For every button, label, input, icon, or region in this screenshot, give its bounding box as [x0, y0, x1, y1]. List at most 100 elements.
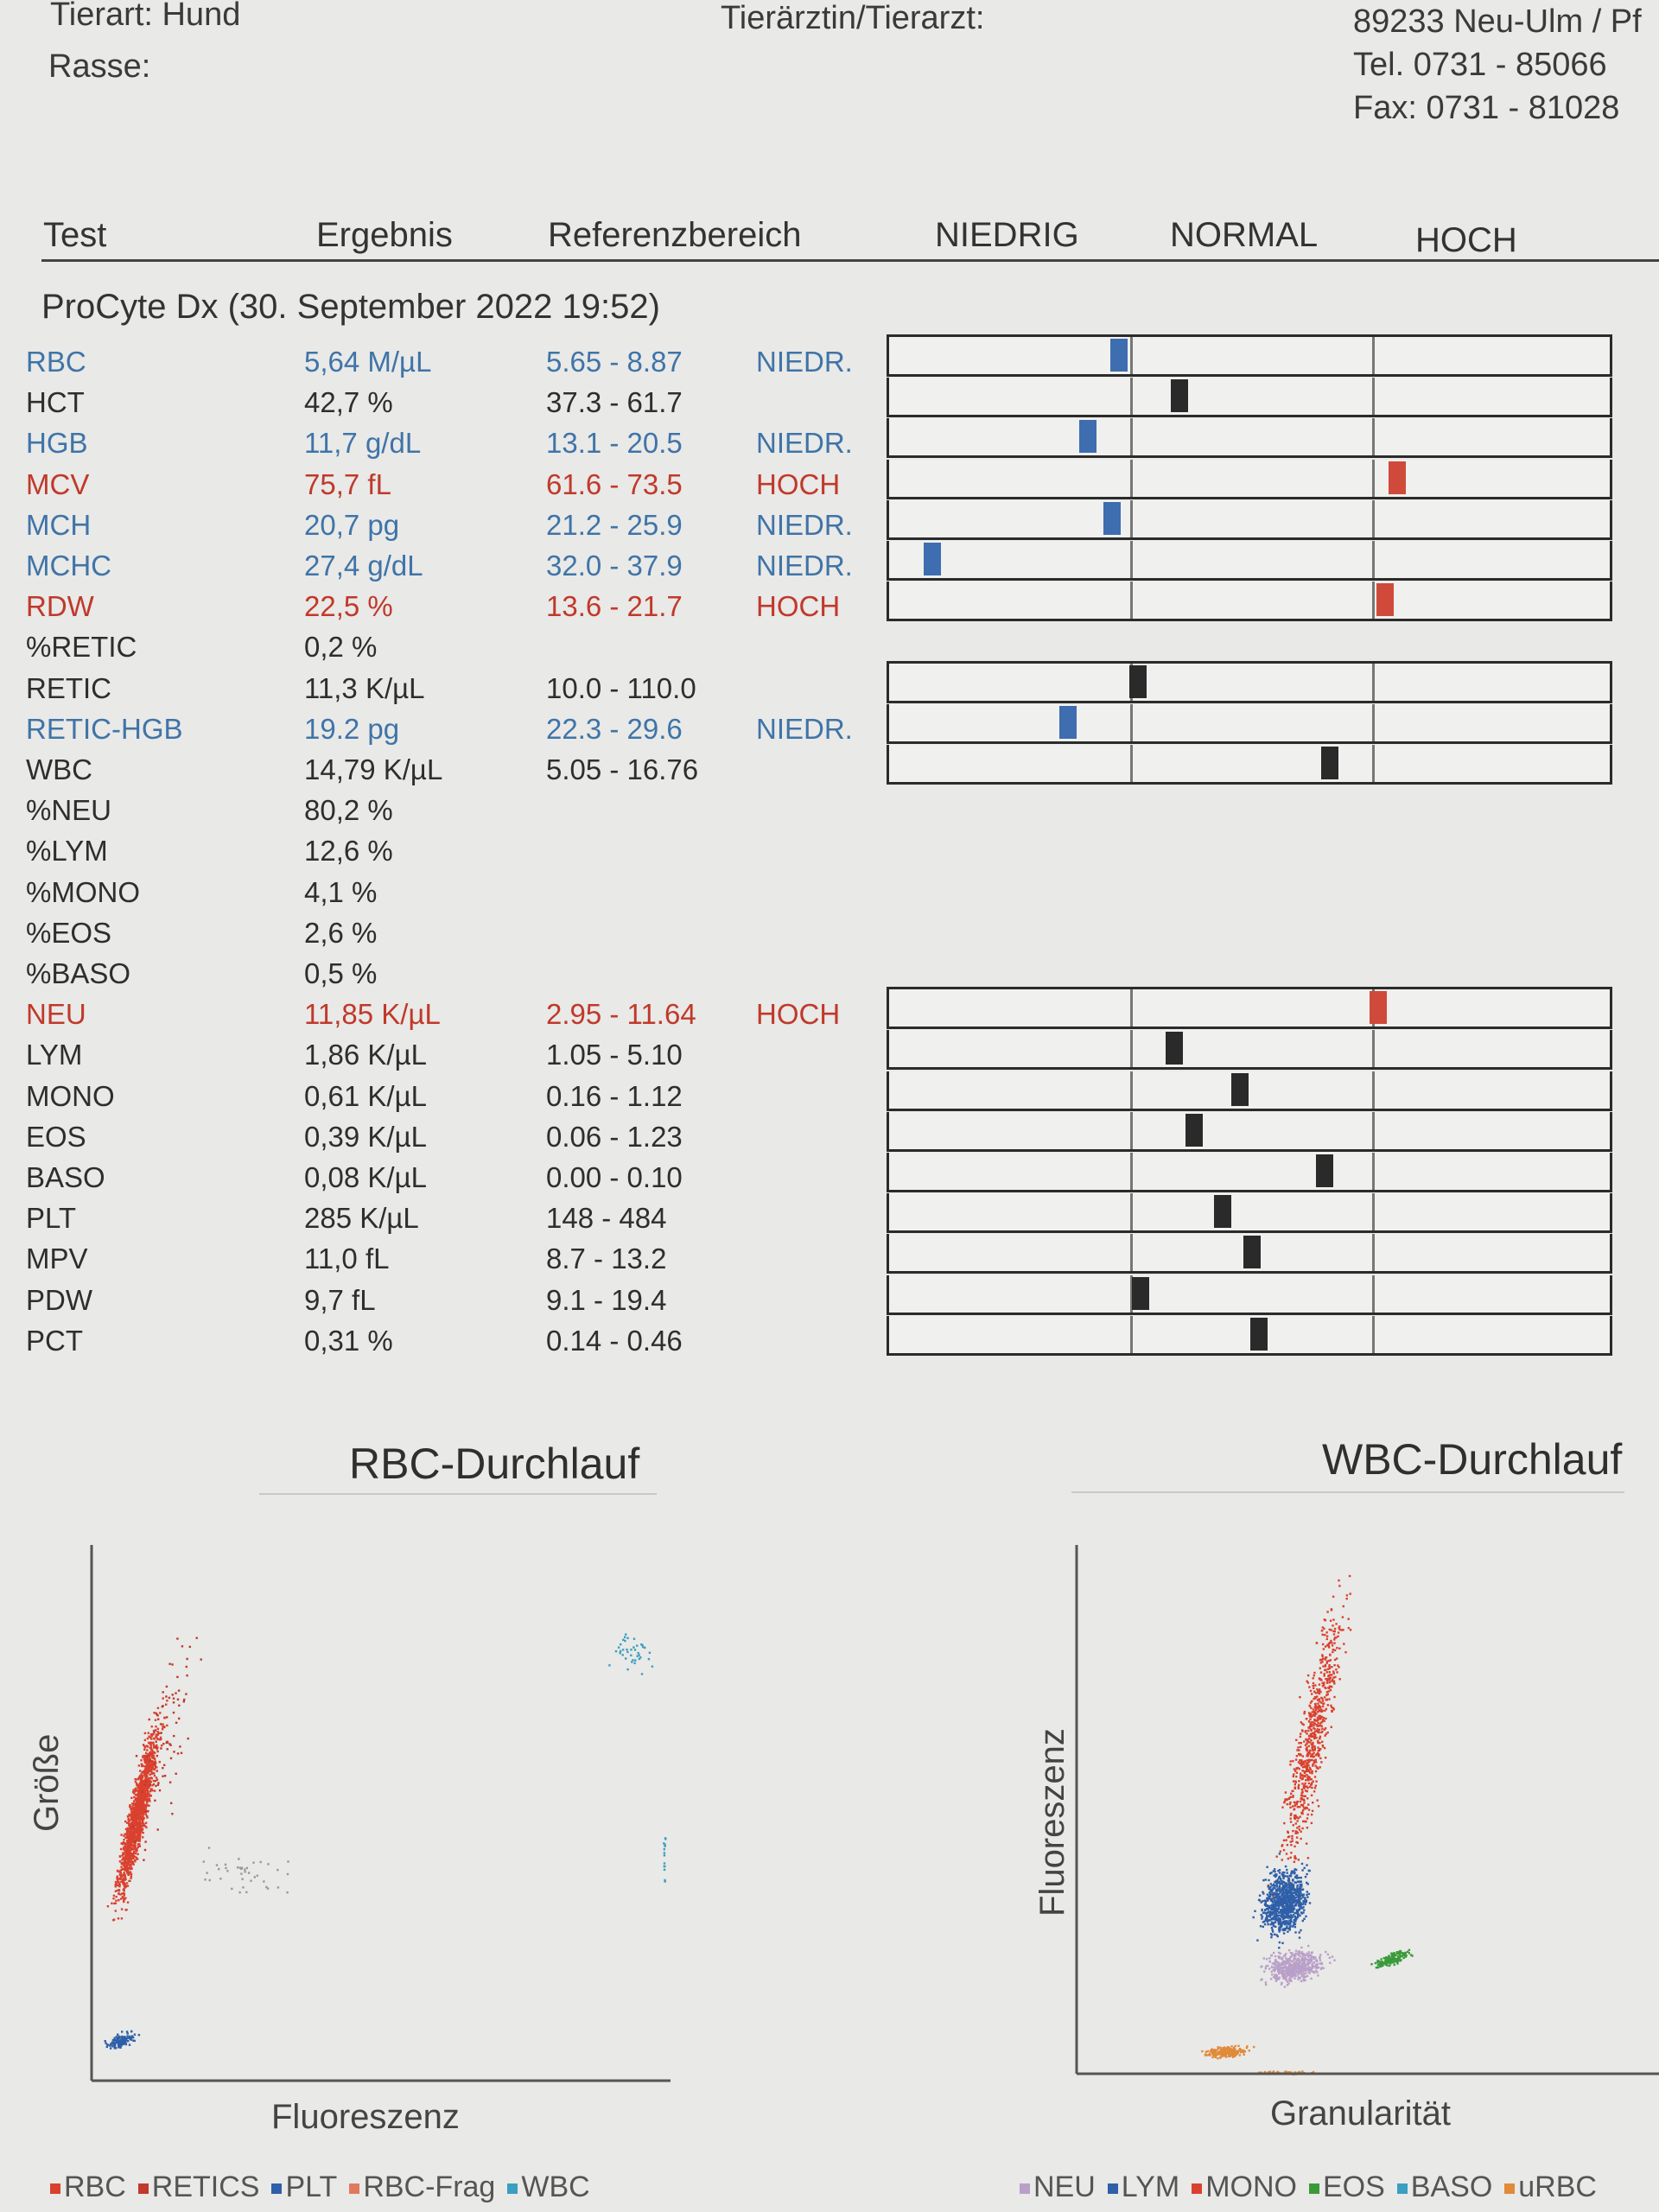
scatter-point	[1300, 1759, 1303, 1762]
scatter-point	[626, 1650, 629, 1654]
legend-swatch	[271, 2183, 283, 2195]
scatter-point	[1266, 1921, 1269, 1923]
scatter-point	[153, 1737, 156, 1740]
scatter-point	[1319, 1716, 1322, 1719]
range-gauge	[887, 334, 1612, 377]
scatter-point	[1236, 2050, 1238, 2053]
scatter-point	[1313, 1965, 1316, 1967]
scatter-point	[1291, 1805, 1294, 1808]
scatter-point	[123, 1878, 125, 1882]
scatter-point	[1288, 1888, 1291, 1891]
scatter-point	[1284, 1910, 1287, 1912]
scatter-point	[130, 1840, 133, 1842]
scatter-point	[1376, 1964, 1380, 1967]
scatter-point	[1309, 1768, 1312, 1771]
scatter-point	[1288, 1886, 1292, 1889]
scatter-point	[1294, 1961, 1298, 1963]
scatter-point	[137, 1799, 139, 1802]
scatter-point	[1295, 1802, 1298, 1804]
scatter-point	[136, 1850, 138, 1853]
scatter-point	[143, 1806, 145, 1808]
scatter-point	[156, 1748, 158, 1751]
scatter-point	[226, 1870, 229, 1872]
scatter-point	[1269, 1978, 1273, 1980]
col-normal: NORMAL	[1170, 216, 1319, 254]
scatter-point	[1307, 1782, 1311, 1785]
scatter-point	[1336, 1647, 1338, 1649]
scatter-point	[1394, 1961, 1396, 1963]
scatter-point	[1279, 1919, 1282, 1923]
scatter-point	[1265, 1958, 1268, 1961]
scatter-point	[115, 1884, 118, 1886]
scatter-point	[126, 1821, 129, 1824]
gauge-marker	[1110, 339, 1128, 372]
gauge-marker	[1129, 664, 1147, 698]
scatter-point	[1304, 1967, 1306, 1970]
scatter-point	[129, 1823, 132, 1826]
scatter-point	[1272, 1951, 1275, 1955]
scatter-point	[1275, 1895, 1278, 1898]
scatter-point	[1268, 1878, 1270, 1882]
scatter-point	[1322, 1967, 1325, 1969]
scatter-point	[170, 1802, 173, 1804]
scatter-point	[142, 1821, 144, 1824]
table-row: PCT 0,31 % 0.14 - 0.46	[0, 1325, 864, 1364]
scatter-point	[1290, 1920, 1293, 1923]
scatter-point	[119, 1877, 122, 1880]
scatter-point	[663, 1868, 666, 1872]
scatter-point	[1308, 1734, 1311, 1737]
scatter-point	[1298, 1931, 1300, 1934]
scatter-point	[1333, 1649, 1337, 1652]
scatter-point	[1312, 1735, 1315, 1738]
scatter-point	[1305, 1785, 1307, 1788]
scatter-point	[121, 1859, 124, 1861]
scatter-point	[208, 1878, 211, 1882]
scatter-point	[163, 1775, 167, 1777]
scatter-point	[1307, 1808, 1311, 1811]
scatter-point	[130, 1866, 133, 1870]
scatter-point	[1286, 1872, 1288, 1874]
scatter-point	[1226, 2048, 1229, 2051]
scatter-point	[1292, 1878, 1294, 1881]
scatter-point	[1268, 1897, 1271, 1900]
scatter-point	[1324, 1757, 1327, 1759]
scatter-point	[1319, 1766, 1321, 1769]
scatter-point	[136, 1848, 138, 1852]
scatter-point	[124, 1865, 127, 1867]
scatter-point	[1296, 1886, 1299, 1889]
scatter-point	[150, 1764, 153, 1767]
scatter-point	[1321, 1744, 1325, 1747]
scatter-point	[1292, 1885, 1295, 1888]
scatter-point	[626, 1637, 629, 1639]
scatter-point	[1319, 1721, 1322, 1724]
scatter-point	[1292, 1923, 1295, 1927]
scatter-point	[1282, 1885, 1285, 1887]
scatter-point	[1314, 1708, 1318, 1712]
scatter-point	[1267, 1908, 1269, 1910]
scatter-point	[664, 1865, 666, 1868]
scatter-point	[137, 1837, 139, 1840]
scatter-point	[144, 1781, 148, 1783]
scatter-point	[1302, 1957, 1305, 1960]
scatter-point	[142, 1783, 145, 1787]
scatter-point	[1318, 1683, 1321, 1686]
scatter-point	[1330, 1629, 1332, 1631]
scatter-point	[1302, 1896, 1305, 1898]
scatter-point	[1285, 1890, 1288, 1892]
scatter-point	[1306, 1962, 1309, 1965]
scatter-point	[1331, 1644, 1334, 1647]
scatter-point	[1311, 1964, 1313, 1967]
scatter-point	[1300, 1788, 1304, 1791]
scatter-point	[1289, 1923, 1292, 1925]
scatter-point	[1222, 2047, 1224, 2050]
gauge-marker	[1103, 501, 1121, 535]
scatter-point	[245, 1866, 248, 1870]
scatter-point	[130, 1818, 134, 1821]
scatter-point	[648, 1651, 652, 1654]
scatter-point	[1309, 1954, 1312, 1957]
scatter-point	[150, 1752, 153, 1755]
scatter-point	[1283, 1884, 1287, 1887]
scatter-point	[1278, 1930, 1281, 1933]
scatter-point	[1272, 1924, 1275, 1928]
scatter-point	[117, 1878, 120, 1880]
